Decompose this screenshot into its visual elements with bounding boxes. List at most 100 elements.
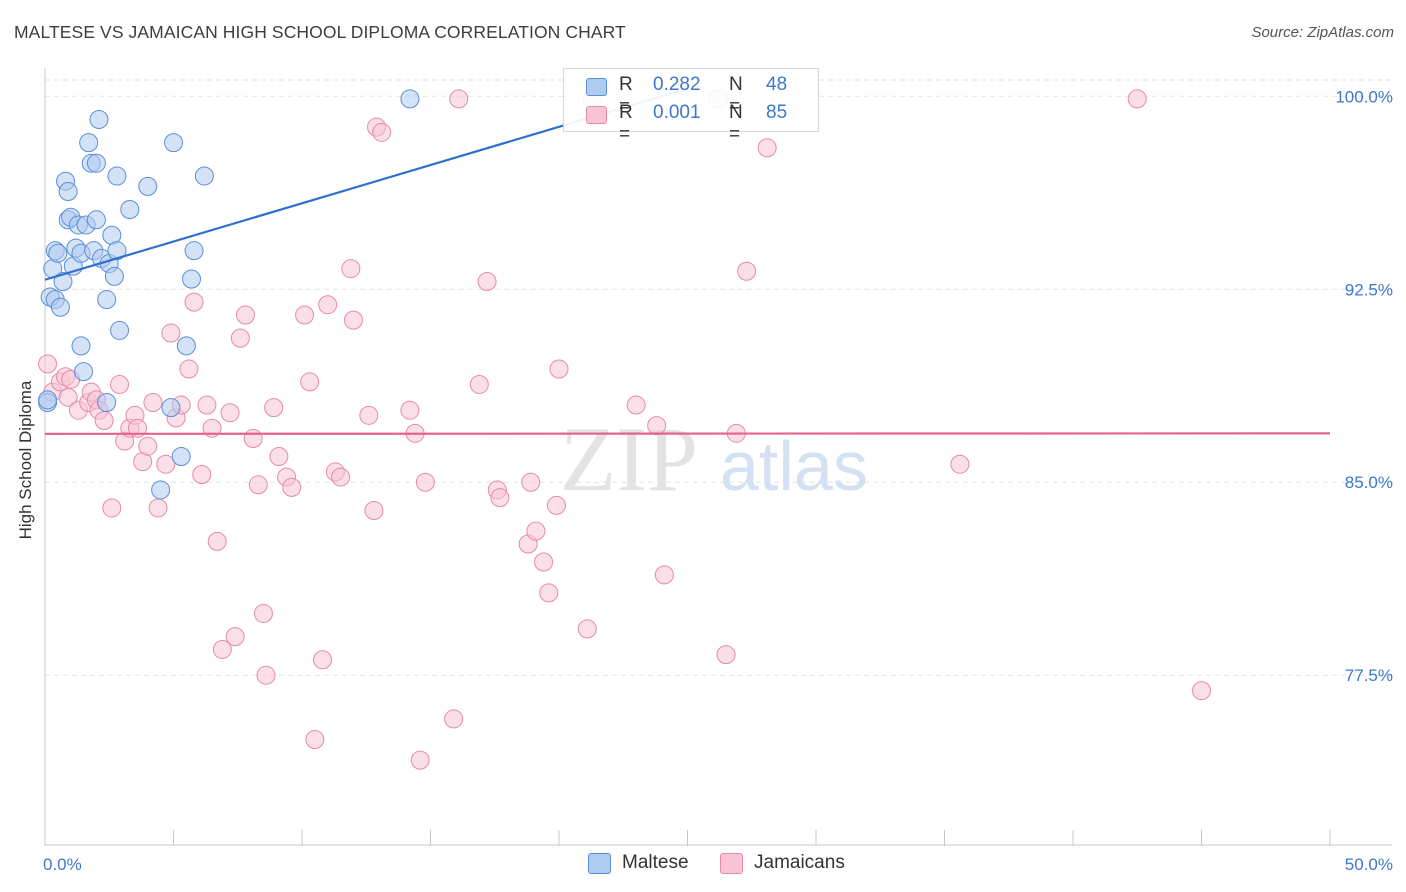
jamaican-point [359, 405, 379, 425]
jamaican-point [243, 428, 263, 448]
jamaican-point [184, 292, 204, 312]
jamaican-point [469, 374, 489, 394]
jamaican-point [626, 395, 646, 415]
jamaicans-swatch [586, 106, 607, 124]
jamaican-point [282, 477, 302, 497]
maltese-point [184, 241, 204, 261]
jamaican-point [534, 552, 554, 572]
maltese-legend-swatch [588, 853, 611, 874]
jamaican-point [549, 359, 569, 379]
jamaican-point [372, 122, 392, 142]
watermark: ZIP atlas [560, 408, 868, 510]
jamaican-point [757, 138, 777, 158]
watermark-zip: ZIP [560, 408, 698, 510]
maltese-point [107, 166, 127, 186]
r-label: R = [619, 74, 633, 117]
maltese-point [181, 269, 201, 289]
n-value: 48 [766, 74, 788, 95]
jamaican-point [94, 410, 114, 430]
chart-title: MALTESE VS JAMAICAN HIGH SCHOOL DIPLOMA … [14, 22, 626, 42]
maltese-point [120, 200, 140, 220]
maltese-point [53, 272, 73, 292]
jamaican-point [654, 565, 674, 585]
jamaican-point [143, 392, 163, 412]
jamaican-point [230, 328, 250, 348]
jamaican-point [138, 436, 158, 456]
jamaican-point [737, 261, 757, 281]
jamaican-point [400, 400, 420, 420]
y-tick-label: 100.0% [1335, 87, 1393, 106]
maltese-point [86, 153, 106, 173]
maltese-point [74, 362, 94, 382]
maltese-point [50, 297, 70, 317]
n-label: N = [729, 102, 743, 145]
y-tick-label: 85.0% [1345, 473, 1393, 492]
y-tick-label: 77.5% [1345, 666, 1393, 685]
jamaican-point [295, 305, 315, 325]
x-tick-label-min: 0.0% [43, 855, 82, 874]
jamaican-point [148, 498, 168, 518]
n-label: N = [729, 74, 743, 117]
maltese-point [97, 290, 117, 310]
jamaican-point [313, 650, 333, 670]
source-label: Source: ZipAtlas.com [1251, 24, 1394, 41]
y-tick-label: 92.5% [1345, 280, 1393, 299]
jamaican-point [248, 475, 268, 495]
jamaican-point [220, 403, 240, 423]
jamaican-point [477, 272, 497, 292]
jamaican-point [950, 454, 970, 474]
maltese-point [161, 398, 181, 418]
grid-lines [45, 79, 1392, 676]
jamaican-point [128, 418, 148, 438]
jamaican-point [444, 709, 464, 729]
n-value: 85 [766, 102, 788, 123]
jamaican-point [179, 359, 199, 379]
maltese-point [97, 392, 117, 412]
jamaican-point [343, 310, 363, 330]
jamaican-point [207, 531, 227, 551]
jamaicans-legend-swatch [720, 853, 743, 874]
jamaican-point [1127, 89, 1147, 109]
jamaican-point [253, 603, 273, 623]
r-label: R = [619, 102, 633, 145]
jamaican-point [212, 639, 232, 659]
maltese-point [89, 109, 109, 129]
jamaican-point [161, 323, 181, 343]
jamaican-point [526, 521, 546, 541]
maltese-point [71, 336, 91, 356]
tick-labels: 77.5% 85.0% 92.5% 100.0% 0.0% 50.0% [43, 87, 1393, 874]
jamaican-point [102, 498, 122, 518]
jamaican-point [305, 730, 325, 750]
jamaican-point [490, 488, 510, 508]
maltese-point [104, 266, 124, 286]
jamaican-point [235, 305, 255, 325]
jamaican-point [716, 645, 736, 665]
correlation-legend: R = 0.282 N = 48 R = 0.001 N = 85 [563, 68, 819, 145]
jamaican-point [264, 398, 284, 418]
jamaican-point [449, 89, 469, 109]
maltese-point [79, 133, 99, 153]
maltese-point [164, 133, 183, 153]
maltese-point [138, 176, 158, 196]
jamaican-point [539, 583, 559, 603]
x-tick-label-max: 50.0% [1345, 855, 1393, 874]
jamaican-point [331, 467, 351, 487]
jamaican-point [341, 259, 361, 279]
legend-label-maltese: Maltese [622, 852, 689, 873]
jamaican-point [410, 750, 430, 770]
jamaican-point [1192, 681, 1211, 701]
maltese-swatch [586, 78, 607, 96]
jamaican-point [318, 295, 338, 315]
maltese-point [151, 480, 171, 500]
jamaican-point [364, 501, 384, 521]
jamaicans-trend-line [44, 432, 1331, 435]
trend-lines [44, 87, 1331, 435]
r-value: 0.282 [653, 74, 701, 95]
jamaican-point [256, 665, 276, 685]
maltese-point [110, 320, 130, 340]
jamaican-point [38, 354, 58, 374]
watermark-atlas: atlas [720, 427, 868, 505]
jamaican-point [156, 454, 176, 474]
axes [44, 68, 1392, 846]
